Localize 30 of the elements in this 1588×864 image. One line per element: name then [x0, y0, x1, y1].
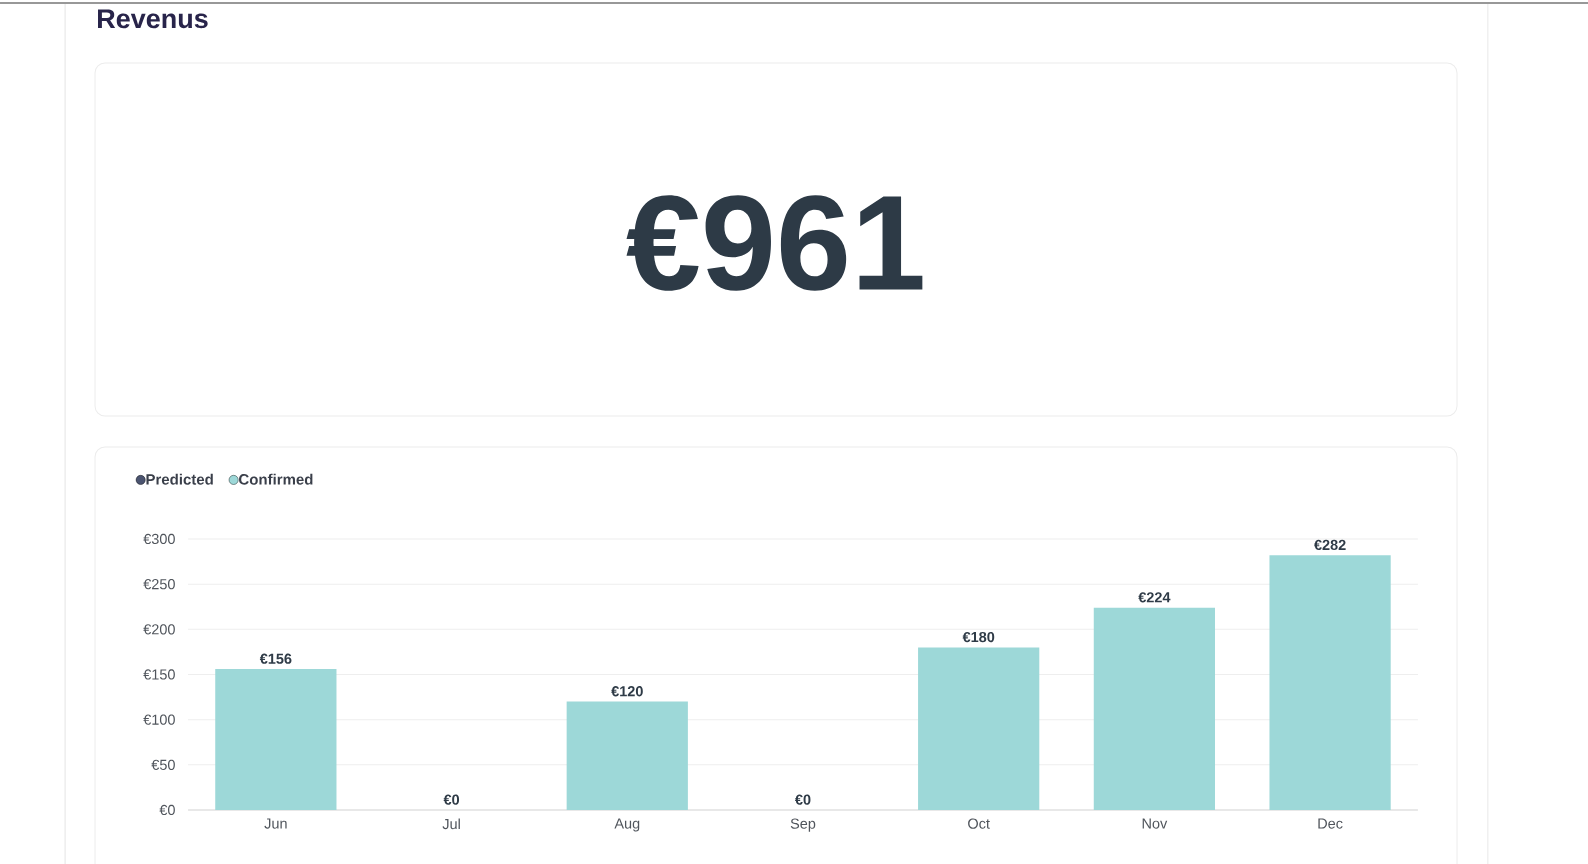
x-tick-label: Jul: [442, 818, 460, 830]
y-tick-label: €200: [143, 624, 175, 635]
bar: [918, 647, 1040, 810]
data-label: €0: [443, 794, 460, 805]
bar: [1269, 555, 1391, 810]
x-tick-label: Aug: [614, 818, 640, 832]
y-tick-label: €50: [151, 759, 175, 770]
data-label: €0: [794, 794, 811, 805]
bar: [1093, 607, 1215, 810]
y-tick-label: €250: [143, 579, 175, 590]
x-tick-label: Oct: [968, 818, 990, 829]
data-label: €282: [1314, 539, 1346, 551]
legend-label: Confirmed: [239, 473, 313, 485]
data-label: €224: [1138, 592, 1171, 603]
y-tick-label: €300: [143, 533, 175, 545]
bar: [566, 701, 688, 810]
bar: [215, 669, 337, 810]
text: Revenus: [98, 9, 208, 29]
data-label: €180: [962, 631, 995, 643]
x-tick-label: Dec: [1318, 818, 1343, 829]
y-tick-label: €150: [143, 669, 175, 680]
text: €961: [626, 195, 923, 291]
data-label: €156: [259, 653, 292, 664]
x-tick-label: Nov: [1142, 818, 1168, 829]
data-label: €120: [611, 686, 643, 697]
y-tick-label: €0: [159, 804, 175, 816]
x-tick-label: Jun: [264, 818, 287, 829]
x-tick-label: Sep: [790, 818, 816, 832]
legend-label: Predicted: [146, 473, 213, 485]
y-tick-label: €100: [143, 714, 175, 725]
